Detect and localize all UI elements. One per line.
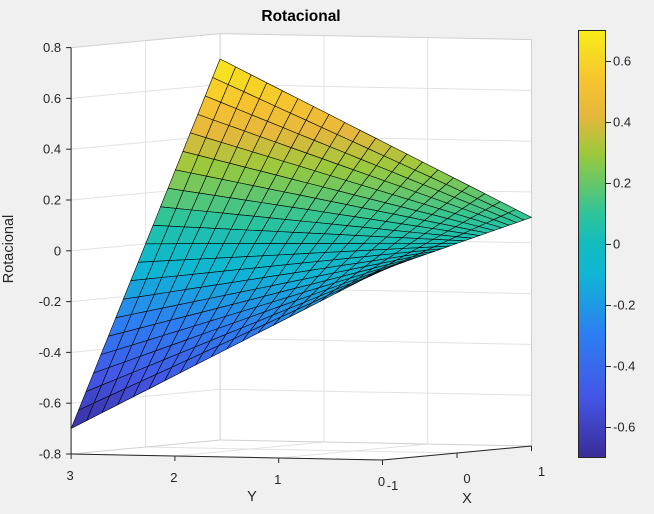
colorbar-tick xyxy=(606,365,611,367)
x-tick-label: -1 xyxy=(387,478,399,493)
colorbar-tick-label: -0.2 xyxy=(613,297,636,313)
x-tick-label: 1 xyxy=(538,464,545,479)
y-tick-label: 1 xyxy=(274,472,281,487)
z-tick-label: -0.2 xyxy=(39,294,61,309)
x-axis-label: X xyxy=(462,491,472,507)
z-tick-label: 0.6 xyxy=(43,91,61,106)
z-tick-label: 0.8 xyxy=(43,40,61,55)
y-axis-label: Y xyxy=(247,489,257,505)
colorbar: -0.6 -0.4 -0.2 0 0.2 0.4 0.6 xyxy=(578,30,635,458)
colorbar-tick-label: -0.4 xyxy=(613,358,636,374)
y-tick-label: 2 xyxy=(170,470,177,485)
z-tick-label: 0.2 xyxy=(43,193,61,208)
z-tick-label: -0.8 xyxy=(39,447,61,462)
colorbar-tick xyxy=(606,304,611,306)
z-tick-label: -0.6 xyxy=(39,396,61,411)
colorbar-tick xyxy=(606,244,611,245)
z-tick-label: 0 xyxy=(54,243,61,258)
z-tick-label: 0.4 xyxy=(43,142,61,157)
surface-mesh xyxy=(70,58,532,429)
z-tick-label: -0.4 xyxy=(39,345,61,360)
colorbar-tick-label: 0.6 xyxy=(613,53,632,69)
y-tick-label: 0 xyxy=(378,474,385,489)
colorbar-tick xyxy=(606,426,611,428)
colorbar-tick xyxy=(606,122,611,124)
axis-lines xyxy=(66,47,532,465)
plot-title: Rotacional xyxy=(261,8,341,25)
x-tick-label: 0 xyxy=(463,471,470,486)
colorbar-tick-label: -0.6 xyxy=(613,419,636,435)
y-tick-label: 3 xyxy=(66,468,73,483)
colorbar-tick-label: 0.2 xyxy=(613,175,632,191)
colorbar-tick xyxy=(606,183,611,185)
colorbar-tick xyxy=(606,61,611,63)
z-axis-label: Rotacional xyxy=(1,214,17,284)
colorbar-tick-label: 0.4 xyxy=(613,114,632,130)
colorbar-tick-label: 0 xyxy=(613,236,621,252)
